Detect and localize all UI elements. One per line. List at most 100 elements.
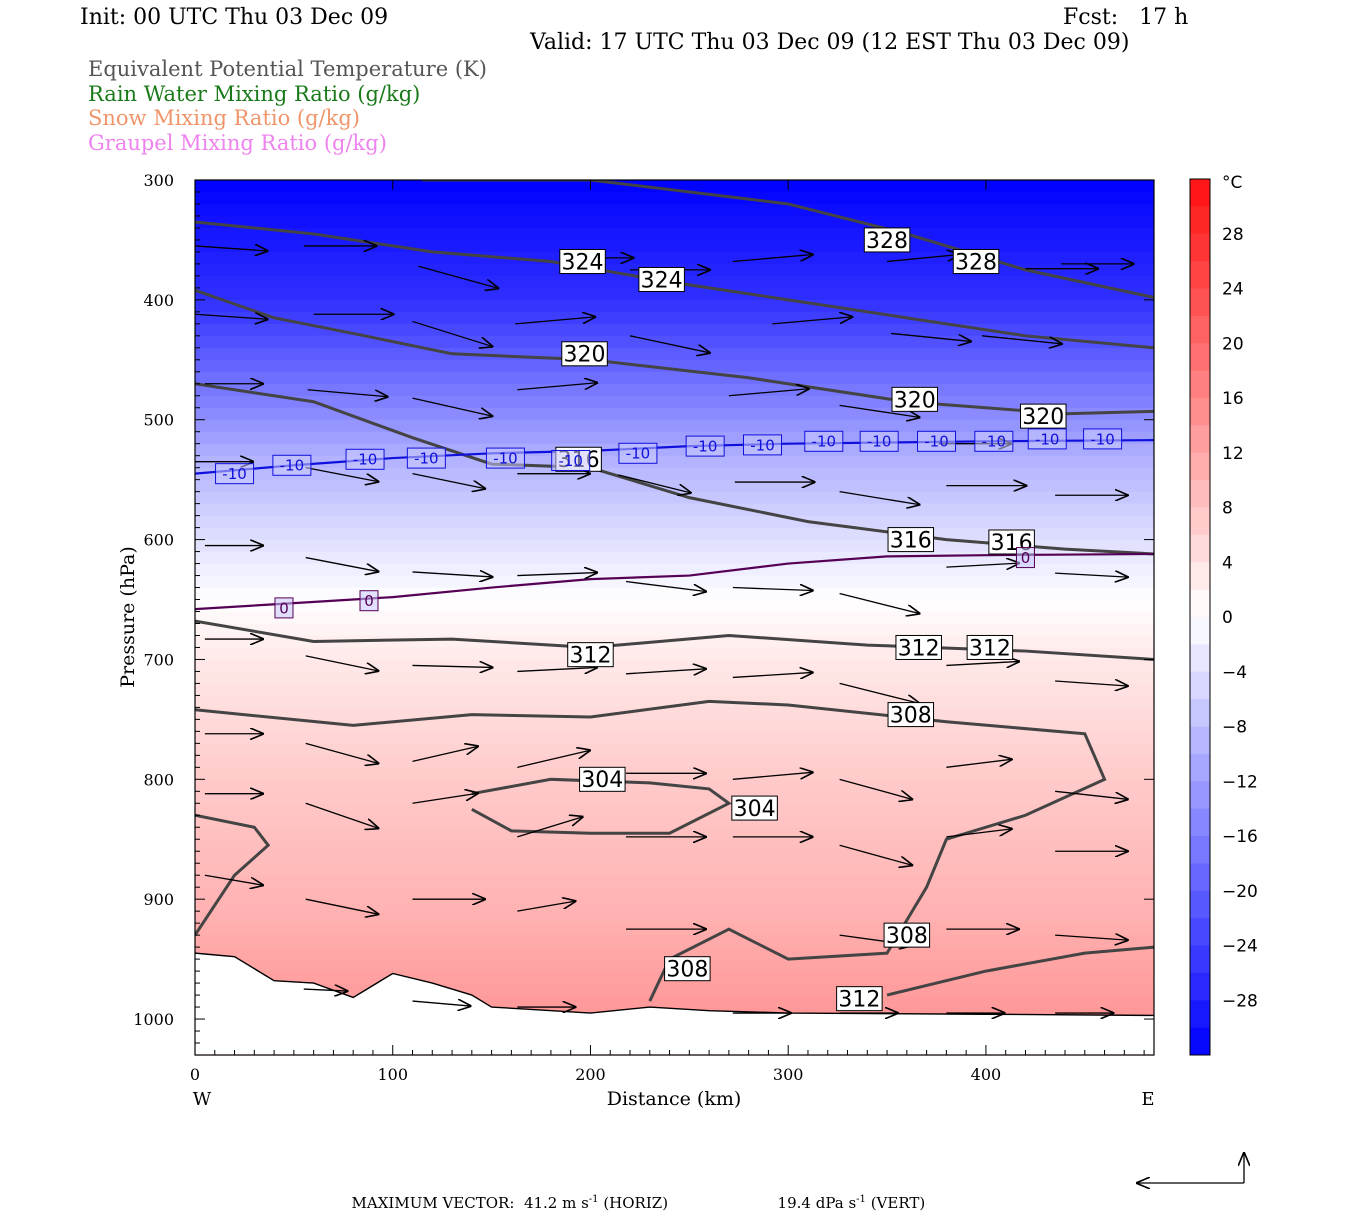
shade-band (195, 191, 1154, 205)
theta-e-label-text: 320 (564, 343, 606, 368)
theta-e-label: 312 (966, 634, 1014, 661)
isotherm-label: -10 (804, 430, 844, 452)
isotherm-label-text: -10 (280, 457, 305, 475)
wind-vector (517, 383, 597, 391)
wind-vector (412, 1001, 471, 1006)
wind-vector (839, 778, 913, 799)
max-vector-footer: MAXIMUM VECTOR: 41.2 m s-1 (HORIZ) (342, 1176, 669, 1212)
wind-vector (307, 389, 388, 397)
shade-band (195, 839, 1154, 852)
colorbar-tick-label: −12 (1222, 772, 1258, 792)
colorbar-swatch (1190, 972, 1210, 1001)
x-west-label: W (193, 1089, 212, 1110)
x-tick-label: 200 (575, 1065, 606, 1084)
theta-e-label-text: 312 (838, 988, 880, 1013)
isotherm-label: -10 (685, 435, 725, 457)
isotherm-label-box (685, 435, 725, 457)
isotherm-label-text: -10 (750, 436, 775, 454)
colorbar-swatch (1190, 288, 1210, 317)
theta-e-label-text: 312 (969, 636, 1011, 661)
isotherm-label-text: -10 (353, 451, 378, 469)
colorbar-tick-label: −28 (1222, 991, 1258, 1011)
colorbar-swatch (1190, 781, 1210, 810)
shade-band (195, 251, 1154, 265)
y-tick-label: 900 (143, 890, 174, 909)
wind-vector (946, 759, 1011, 768)
isotherm-label-text: -10 (867, 433, 892, 451)
y-tick-label: 300 (143, 171, 174, 190)
temperature-shading (195, 180, 1154, 1056)
shade-band (195, 383, 1154, 397)
theta-e-label-text: 308 (886, 924, 928, 949)
shade-band (195, 479, 1154, 493)
theta-e-label-text: 308 (666, 958, 708, 983)
theta-e-label-text: 308 (890, 704, 932, 729)
theta-e-label: 312 (567, 642, 614, 669)
shade-band (195, 671, 1154, 685)
max-vector-label: MAXIMUM VECTOR: (351, 1194, 515, 1212)
shade-band (195, 203, 1154, 217)
isotherm-label-box (274, 597, 294, 619)
isotherm-label: -10 (1027, 428, 1067, 450)
isotherm-label-text: -10 (222, 465, 247, 483)
wind-vector (772, 317, 852, 325)
theta-e-label-box (664, 956, 711, 982)
theta-e-label-text: 328 (866, 229, 908, 254)
shade-band (195, 791, 1154, 804)
horiz-max-value: 41.2 m s (523, 1194, 589, 1212)
wind-vector (890, 332, 971, 341)
theta-e-label-text: 320 (1022, 405, 1064, 430)
shade-band (195, 347, 1154, 361)
wind-vector (625, 580, 706, 592)
theta-e-label-box (836, 986, 883, 1012)
isotherm-0 (195, 552, 1154, 611)
theta-e-label: 320 (891, 386, 938, 413)
colorbar-swatch (1190, 343, 1210, 372)
colorbar-tick-label: 12 (1222, 444, 1244, 464)
shade-band (195, 180, 1154, 193)
shade-band (195, 827, 1154, 840)
theta-e-label-text: 312 (898, 636, 940, 661)
shade-band (195, 395, 1154, 409)
isotherm-label: -10 (345, 448, 385, 470)
isotherm-label-box (1083, 428, 1123, 450)
y-tick-label: 500 (143, 411, 174, 430)
wind-vector (515, 317, 595, 325)
wind-vector (412, 665, 493, 667)
wind-vector (946, 563, 1019, 567)
vert-vector-footer: 19.4 dPa s-1 (VERT) (768, 1176, 926, 1212)
theta-e-label: 312 (836, 986, 883, 1013)
theta-e-label-text: 320 (894, 388, 936, 413)
colorbar-swatch (1190, 945, 1210, 974)
theta-e-label-box (891, 386, 938, 412)
colorbar-tick-label: −16 (1222, 827, 1258, 847)
isotherm-label-text: -10 (558, 452, 583, 470)
isotherm-label: 0 (359, 590, 379, 612)
theta-e-label: 320 (561, 341, 608, 368)
colorbar-tick-label: 4 (1222, 553, 1233, 573)
shade-band (195, 947, 1154, 960)
wind-vector (517, 817, 582, 838)
wind-vector (412, 793, 478, 804)
colorbar-swatch (1190, 370, 1210, 399)
colorbar-tick-label: 0 (1222, 608, 1233, 628)
colorbar-swatch (1190, 726, 1210, 755)
shade-band (195, 419, 1154, 433)
legend-rain-water: Rain Water Mixing Ratio (g/kg) (88, 82, 421, 106)
isotherm-label-box (215, 463, 255, 485)
theta-e-label-box (887, 527, 935, 553)
shade-band (195, 311, 1154, 325)
isotherm-label-text: -10 (1090, 430, 1115, 448)
shade-band (195, 719, 1154, 732)
colorbar-tick-label: −4 (1222, 663, 1247, 683)
theta-e-label: 328 (863, 227, 911, 254)
contour-labels: 3283283243243203203203163163163123123123… (215, 227, 1123, 1013)
isotherm-label-box (1027, 428, 1067, 450)
x-tick-label: 0 (190, 1065, 200, 1084)
theta-e-label-box (638, 266, 685, 292)
isotherm-label-box (359, 590, 379, 612)
wind-vector (732, 772, 813, 780)
colorbar-swatch (1190, 671, 1210, 700)
wind-vector (412, 320, 493, 346)
